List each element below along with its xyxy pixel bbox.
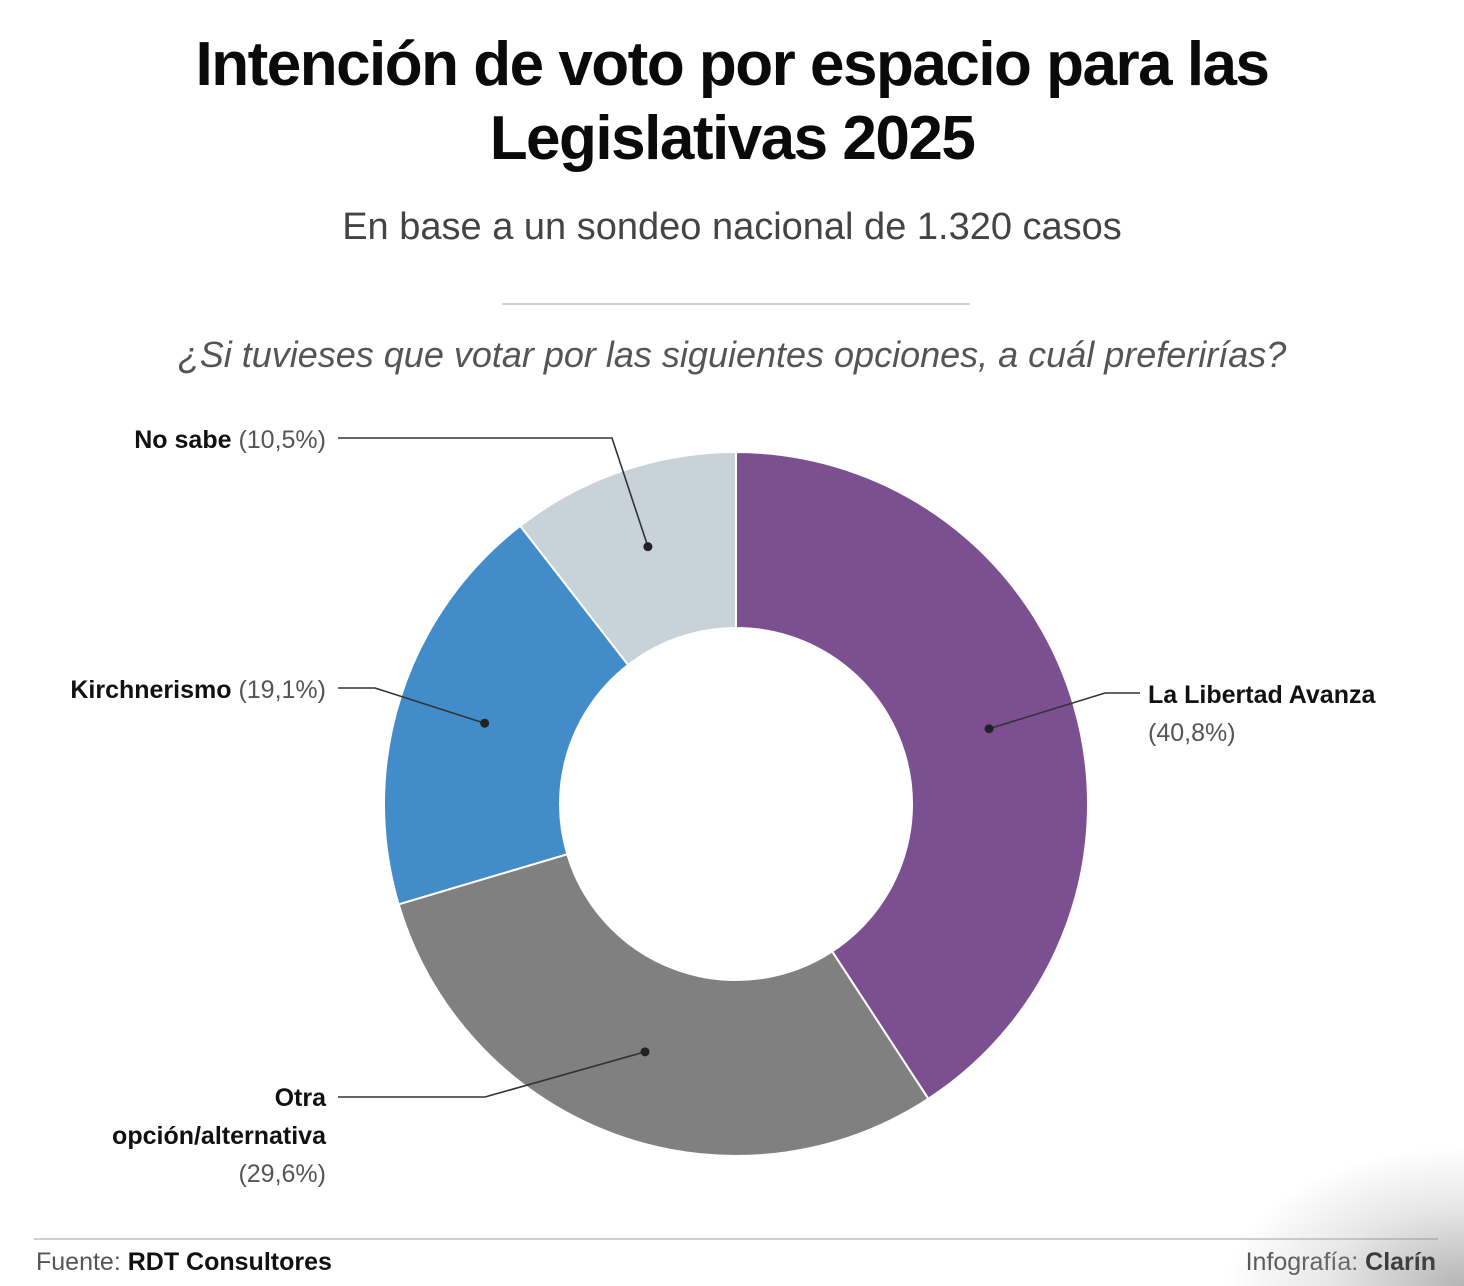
leader-dot-kirchnerismo: [480, 718, 490, 728]
survey-question: ¿Si tuvieses que votar por las siguiente…: [177, 334, 1287, 375]
label-name-la-libertad-avanza: La Libertad Avanza: [1148, 681, 1376, 709]
chart-subtitle: En base a un sondeo nacional de 1.320 ca…: [342, 206, 1122, 248]
label-no-sabe: No sabe (10,5%): [134, 426, 326, 454]
source-label: Fuente:: [36, 1248, 121, 1276]
chart-title: Intención de voto por espacio para las L…: [0, 28, 1464, 176]
leader-dot-otra-opcion-alternativa: [640, 1047, 650, 1057]
infographic-credit: Infografía: Clarín: [1246, 1248, 1436, 1277]
bottom-divider: [34, 1238, 1438, 1240]
label-value-no-sabe: (10,5%): [238, 426, 326, 454]
label-value-otra-opcion-alternativa: (29,6%): [238, 1160, 326, 1188]
label-kirchnerismo: Kirchnerismo (19,1%): [70, 676, 326, 704]
credit-name: Clarín: [1365, 1248, 1436, 1276]
leader-line-no-sabe: [338, 437, 649, 547]
title-line-1: Intención de voto por espacio para las: [195, 30, 1270, 99]
top-divider: [502, 303, 970, 305]
leader-line-la-libertad-avanza: [988, 692, 1140, 730]
label-value-la-libertad-avanza: (40,8%): [1148, 719, 1236, 747]
slice-kirchnerismo: [383, 524, 630, 906]
slice-otra-opcion-alternativa: [397, 852, 930, 1157]
title-line-2: Legislativas 2025: [489, 104, 976, 173]
slice-la-libertad-avanza: [735, 450, 1089, 1101]
leader-dot-no-sabe: [643, 542, 653, 552]
leader-line-otra-opcion-alternativa: [338, 1051, 646, 1098]
leader-line-kirchnerismo: [338, 687, 485, 724]
slice-no-sabe: [518, 450, 737, 667]
credit-label: Infografía:: [1245, 1248, 1359, 1276]
label-value-kirchnerismo: (19,1%): [238, 676, 326, 704]
label-name-kirchnerismo: Kirchnerismo: [70, 676, 238, 704]
source-credit: Fuente: RDT Consultores: [36, 1248, 332, 1277]
label-name-no-sabe: No sabe: [134, 426, 238, 454]
source-name: RDT Consultores: [127, 1248, 332, 1276]
leader-dot-la-libertad-avanza: [984, 724, 994, 734]
label-name-otra-opcion-alternativa: Otra opción/alternativa: [112, 1084, 327, 1150]
